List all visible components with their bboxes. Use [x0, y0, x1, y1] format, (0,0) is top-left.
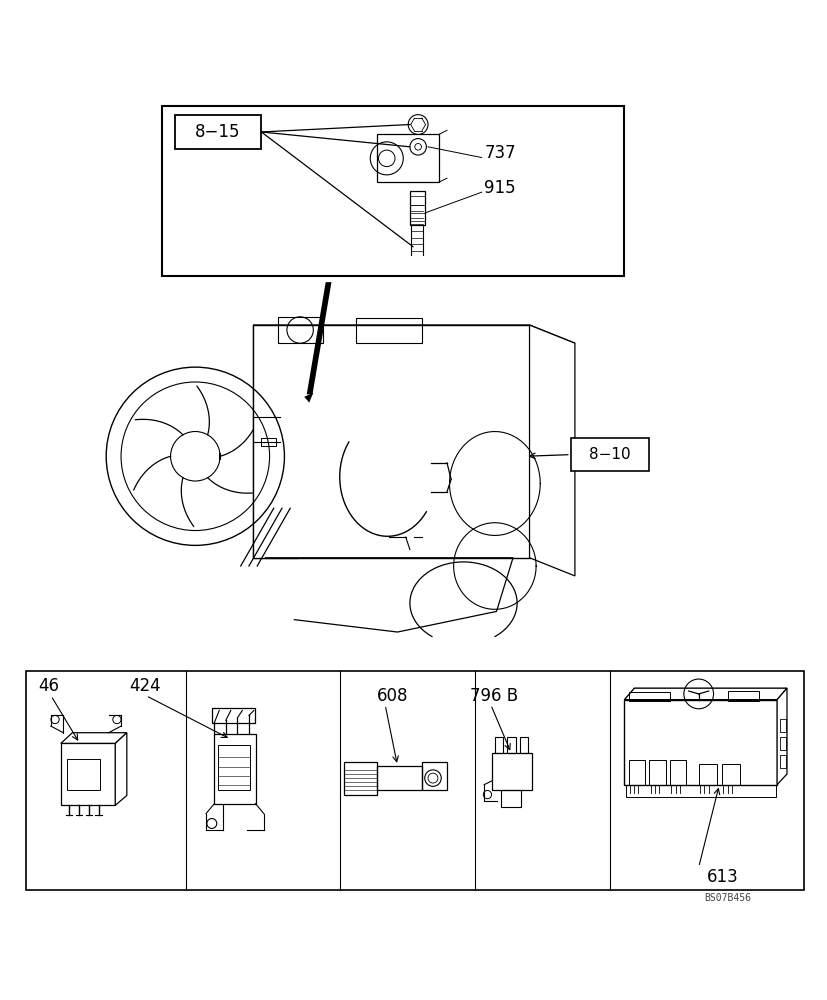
- Bar: [727, 691, 758, 701]
- Text: BS07B456: BS07B456: [703, 893, 750, 903]
- Bar: [218, 745, 250, 790]
- Bar: [278, 317, 323, 343]
- Bar: [500, 790, 521, 807]
- Polygon shape: [306, 282, 331, 394]
- Bar: [60, 743, 115, 805]
- Bar: [495, 737, 503, 753]
- Bar: [721, 764, 739, 785]
- Bar: [26, 671, 802, 890]
- Bar: [356, 318, 422, 343]
- Polygon shape: [60, 733, 127, 743]
- Polygon shape: [624, 688, 786, 700]
- Bar: [422, 762, 447, 790]
- Text: 796 B: 796 B: [470, 687, 518, 705]
- Bar: [376, 134, 438, 182]
- Text: 424: 424: [129, 677, 160, 695]
- Bar: [376, 766, 422, 790]
- Bar: [253, 325, 529, 558]
- Bar: [624, 700, 777, 785]
- Text: 915: 915: [484, 179, 515, 197]
- Text: 8−10: 8−10: [589, 447, 630, 462]
- Bar: [343, 762, 376, 795]
- Polygon shape: [529, 325, 574, 576]
- Bar: [409, 191, 424, 225]
- Bar: [492, 753, 532, 790]
- Bar: [67, 759, 100, 790]
- Text: 613: 613: [706, 868, 738, 886]
- Polygon shape: [777, 688, 786, 785]
- Bar: [625, 785, 776, 797]
- Text: 608: 608: [376, 687, 408, 705]
- Bar: [628, 760, 644, 785]
- Text: 46: 46: [39, 677, 60, 695]
- Bar: [779, 737, 785, 750]
- Bar: [779, 719, 785, 732]
- Bar: [174, 115, 261, 149]
- Polygon shape: [253, 325, 574, 343]
- Bar: [507, 737, 515, 753]
- Bar: [519, 737, 528, 753]
- Bar: [570, 438, 648, 471]
- Bar: [698, 764, 716, 785]
- Bar: [261, 438, 276, 446]
- Bar: [779, 755, 785, 768]
- Polygon shape: [115, 733, 127, 805]
- Polygon shape: [304, 393, 313, 403]
- Text: 737: 737: [484, 144, 515, 162]
- Bar: [628, 692, 669, 701]
- Bar: [669, 760, 686, 785]
- Text: 8−15: 8−15: [195, 123, 241, 141]
- Bar: [162, 106, 624, 276]
- Bar: [648, 760, 665, 785]
- Polygon shape: [253, 325, 298, 558]
- Bar: [214, 734, 256, 804]
- Bar: [212, 708, 255, 723]
